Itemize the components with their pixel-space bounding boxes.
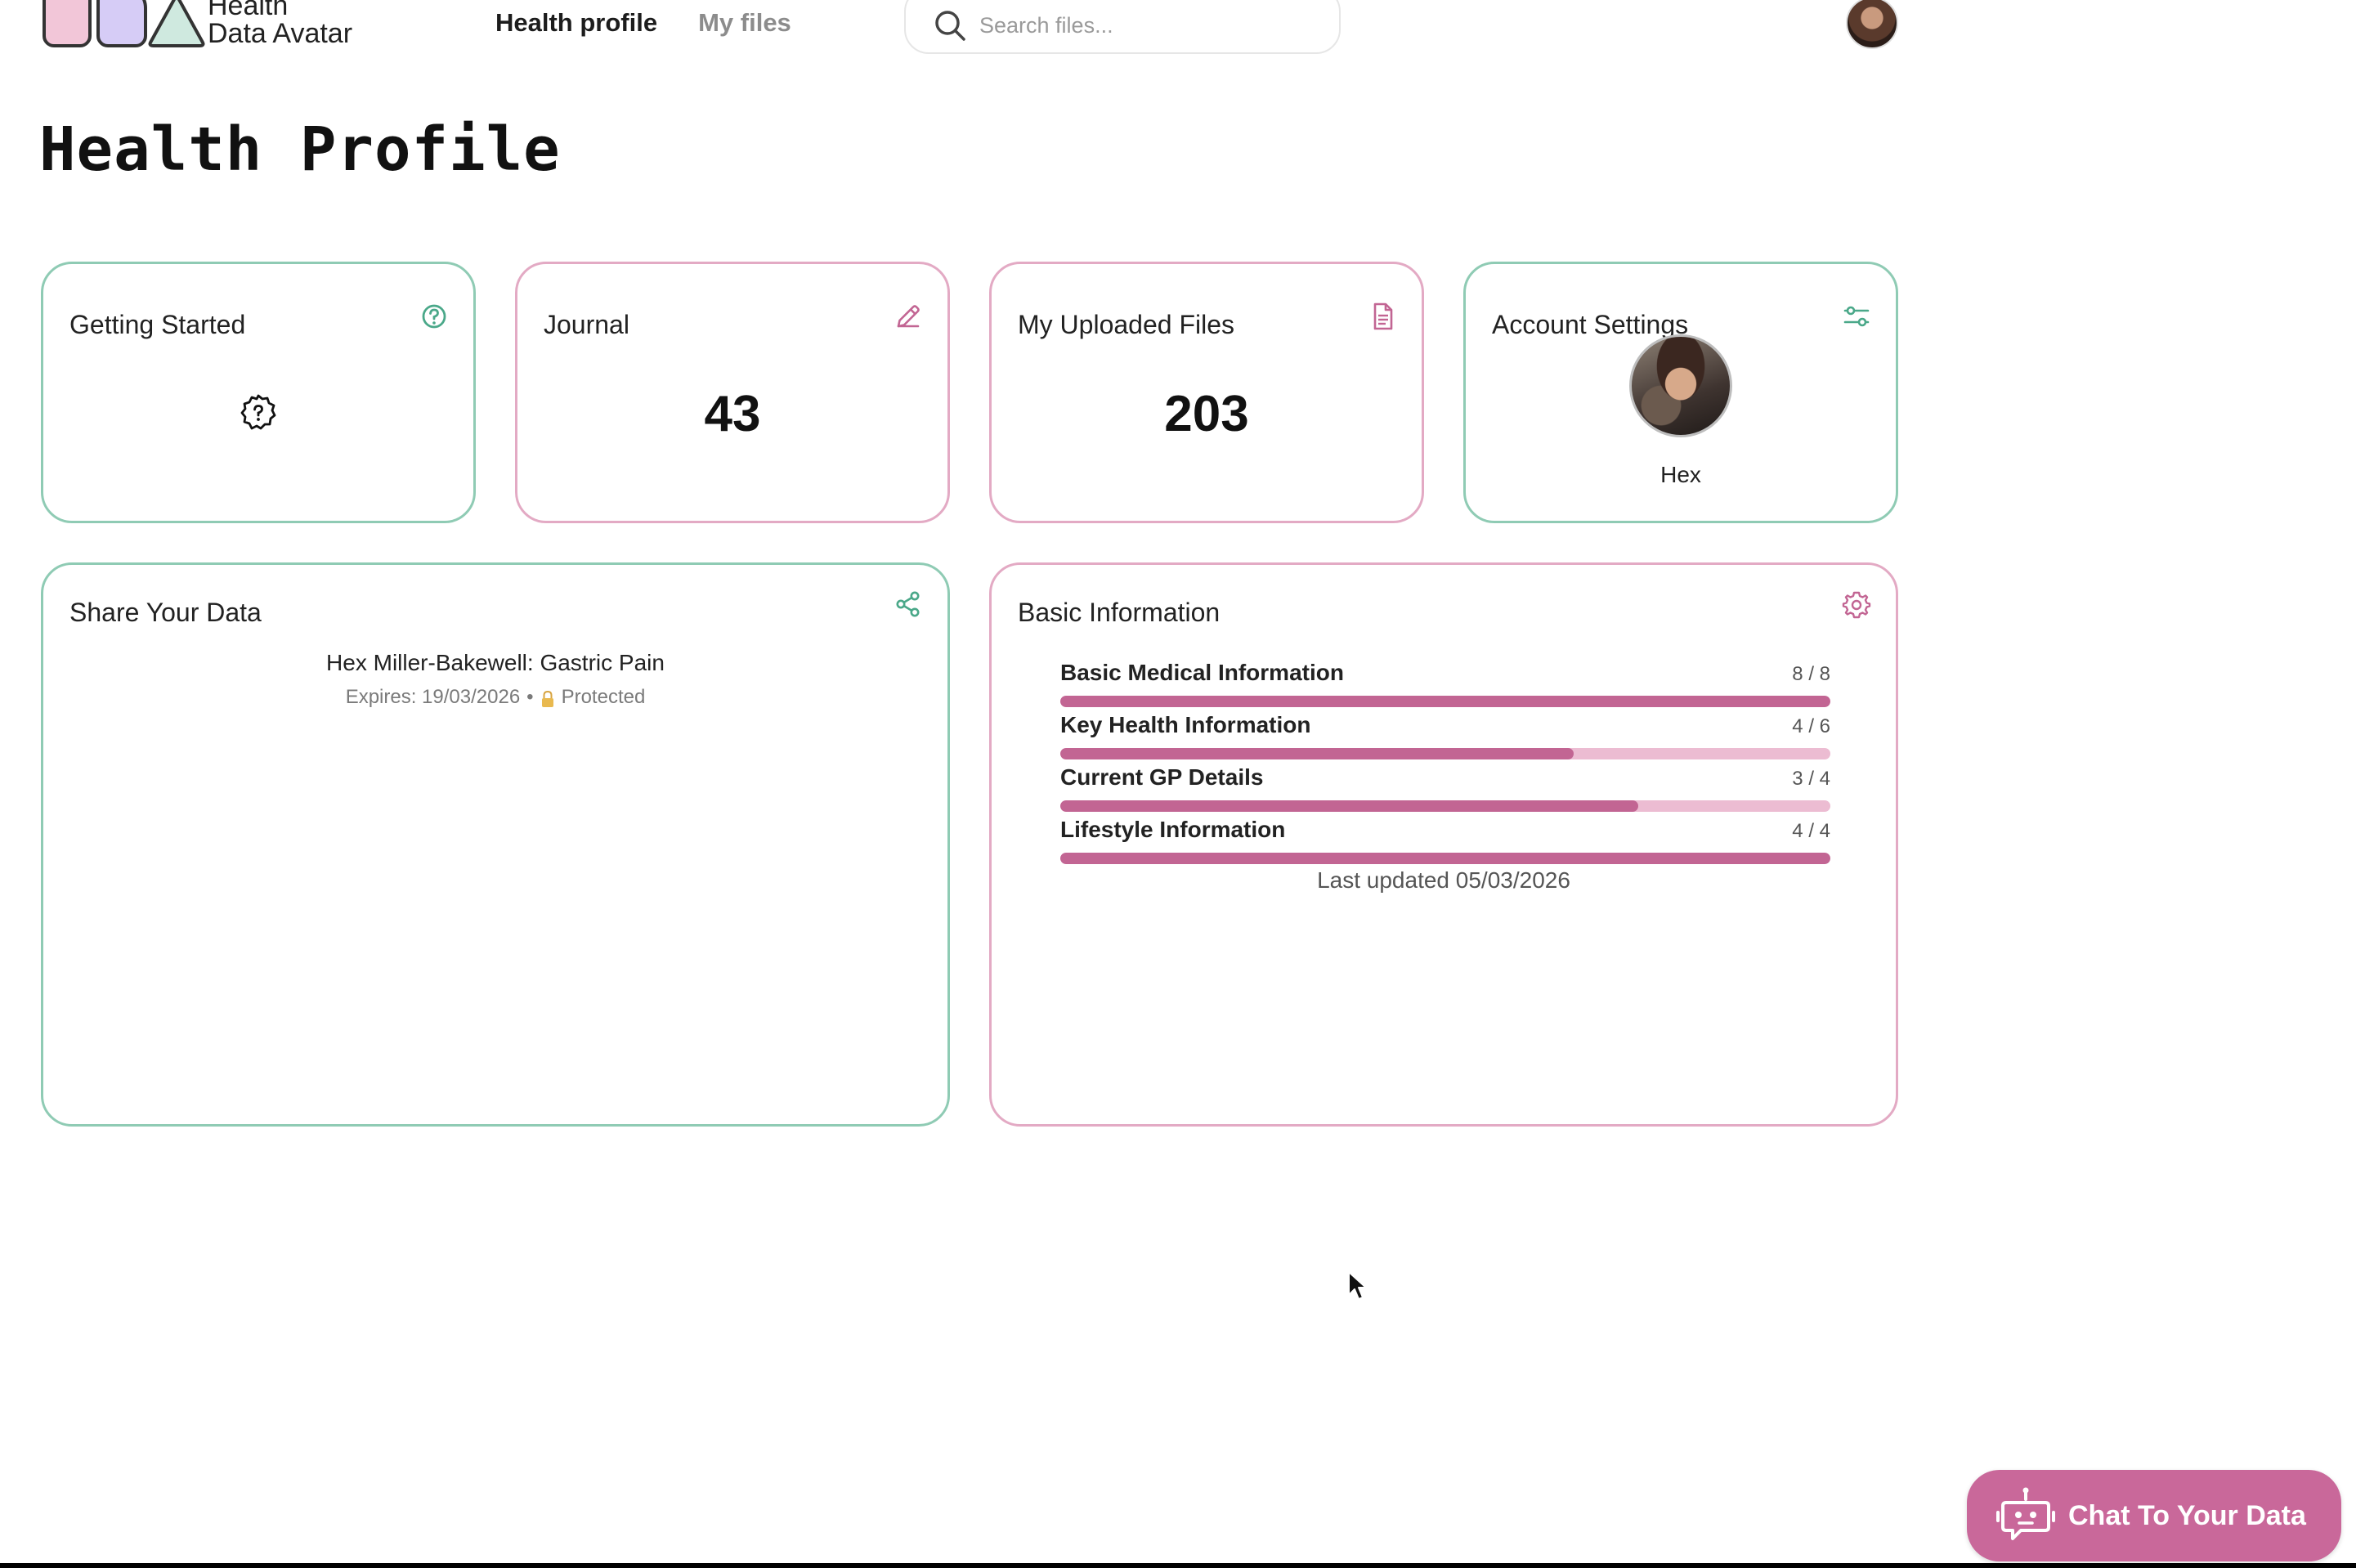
nav-health-profile[interactable]: Health profile — [495, 8, 658, 37]
mouse-cursor-icon — [1348, 1271, 1367, 1300]
progress-fill — [1060, 800, 1638, 812]
card-journal[interactable]: Journal 43 — [515, 262, 950, 523]
card-getting-started[interactable]: Getting Started — [41, 262, 476, 523]
shared-item-expiry: Expires: 19/03/2026 — [345, 686, 521, 708]
info-row[interactable]: Key Health Information 4 / 6 — [1060, 712, 1830, 764]
info-count: 8 / 8 — [1792, 663, 1830, 685]
info-count: 4 / 4 — [1792, 820, 1830, 842]
card-account-settings[interactable]: Account Settings Hex — [1463, 262, 1898, 523]
search-icon — [935, 11, 965, 41]
card-uploaded-files[interactable]: My Uploaded Files 203 — [989, 262, 1424, 523]
basic-info-list: Basic Medical Information 8 / 8 Key Heal… — [1060, 660, 1830, 869]
info-label: Current GP Details — [1060, 764, 1264, 790]
info-row[interactable]: Basic Medical Information 8 / 8 — [1060, 660, 1830, 712]
logo-triangle — [148, 0, 205, 47]
logo-text: Health Data Avatar — [208, 0, 352, 47]
gear-icon[interactable] — [1840, 588, 1873, 620]
user-avatar[interactable] — [1846, 0, 1898, 49]
page-title: Health Profile — [39, 114, 561, 185]
chat-to-your-data-button[interactable]: Chat To Your Data — [1967, 1470, 2341, 1561]
card-share-data: Share Your Data Hex Miller-Bakewell: Gas… — [41, 562, 950, 1127]
app-logo[interactable]: Health Data Avatar — [41, 0, 352, 51]
card-title: Share Your Data — [69, 598, 262, 627]
logo-pink-square — [43, 0, 92, 47]
meta-separator: • — [526, 686, 534, 708]
logo-line-1: Health — [208, 0, 289, 21]
shared-item-meta: Expires: 19/03/2026 • Protected — [43, 686, 947, 709]
chat-button-label: Chat To Your Data — [2068, 1499, 2306, 1531]
robot-icon — [1996, 1487, 2055, 1540]
info-label: Key Health Information — [1060, 712, 1311, 737]
card-title: Account Settings — [1492, 310, 1689, 339]
progress-track — [1060, 853, 1830, 864]
journal-count: 43 — [704, 386, 761, 442]
pencil-icon[interactable] — [892, 300, 925, 333]
card-title: Basic Information — [1018, 598, 1221, 627]
info-label: Basic Medical Information — [1060, 660, 1344, 685]
help-badge-icon — [240, 394, 276, 430]
info-row[interactable]: Lifestyle Information 4 / 4 — [1060, 817, 1830, 869]
card-title: Journal — [544, 310, 629, 339]
progress-fill — [1060, 748, 1574, 759]
info-count: 3 / 4 — [1792, 768, 1830, 790]
progress-track — [1060, 800, 1830, 812]
help-circle-icon[interactable] — [418, 300, 450, 333]
sliders-icon[interactable] — [1840, 300, 1873, 333]
progress-track — [1060, 696, 1830, 707]
document-icon[interactable] — [1366, 300, 1399, 333]
last-updated: Last updated 05/03/2026 — [1317, 867, 1570, 893]
logo-purple-square — [96, 0, 147, 47]
account-avatar[interactable] — [1629, 334, 1732, 437]
logo-line-2: Data Avatar — [208, 18, 353, 49]
top-nav: Health profile My files — [495, 8, 791, 38]
window-bottom-edge — [0, 1563, 2356, 1568]
info-label: Lifestyle Information — [1060, 817, 1286, 842]
account-user-name: Hex — [1660, 462, 1701, 487]
info-row[interactable]: Current GP Details 3 / 4 — [1060, 764, 1830, 817]
logo-mark — [41, 0, 205, 51]
share-icon[interactable] — [892, 588, 925, 620]
card-basic-information: Basic Information Basic Medical Informat… — [989, 562, 1898, 1127]
progress-track — [1060, 748, 1830, 759]
card-title: Getting Started — [69, 310, 246, 339]
shared-item-name[interactable]: Hex Miller-Bakewell: Gastric Pain — [326, 650, 665, 675]
info-count: 4 / 6 — [1792, 715, 1830, 737]
search-bar[interactable] — [904, 0, 1341, 54]
progress-fill — [1060, 853, 1830, 864]
nav-my-files[interactable]: My files — [698, 8, 791, 37]
uploaded-files-count: 203 — [1164, 386, 1249, 442]
card-title: My Uploaded Files — [1018, 310, 1234, 339]
shared-item-status: Protected — [561, 686, 646, 708]
progress-fill — [1060, 696, 1830, 707]
lock-icon — [541, 690, 553, 707]
search-input[interactable] — [979, 12, 1306, 38]
